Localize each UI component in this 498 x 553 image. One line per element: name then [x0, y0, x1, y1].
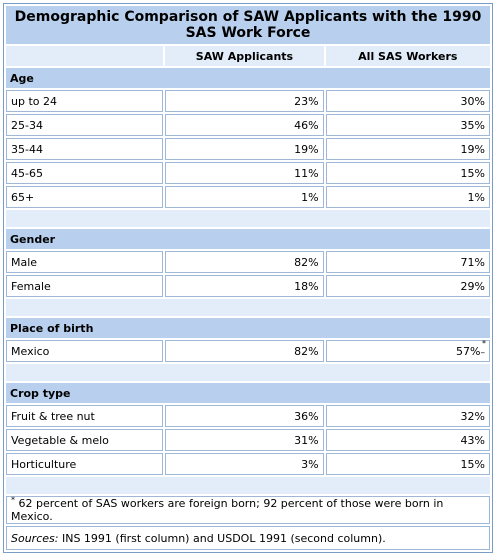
row-label: 25-34 — [6, 114, 164, 136]
demographic-table: Demographic Comparison of SAW Applicants… — [4, 4, 492, 552]
sas-value: 71% — [325, 251, 490, 273]
section-spacer — [6, 364, 490, 381]
saw-value: 82% — [165, 340, 324, 362]
row-label: 65+ — [6, 186, 164, 208]
sas-value: 43% — [325, 429, 490, 451]
row-label: Vegetable & melo — [6, 429, 164, 451]
saw-value: 3% — [165, 453, 324, 475]
sources-row: Sources: INS 1991 (first column) and USD… — [6, 526, 490, 550]
table-row: Male 82% 71% — [6, 251, 490, 273]
row-label: Fruit & tree nut — [6, 405, 164, 427]
section-spacer-cell — [6, 210, 490, 227]
sources-text: INS 1991 (first column) and USDOL 1991 (… — [61, 531, 386, 545]
sas-value: 57% — [456, 344, 481, 358]
table-row: 25-34 46% 35% — [6, 114, 490, 136]
sas-value: 1% — [325, 186, 490, 208]
saw-value: 46% — [165, 114, 324, 136]
section-spacer-cell — [6, 477, 490, 494]
section-header-row: Age — [6, 68, 490, 88]
table-row: Horticulture 3% 15% — [6, 453, 490, 475]
column-header-blank — [6, 46, 164, 66]
saw-value: 82% — [165, 251, 324, 273]
section-heading: Gender — [6, 229, 490, 249]
column-header-sas: All SAS Workers — [325, 46, 490, 66]
saw-value: 11% — [165, 162, 324, 184]
section-spacer-cell — [6, 364, 490, 381]
table-title: Demographic Comparison of SAW Applicants… — [6, 6, 490, 44]
table-row: Fruit & tree nut 36% 32% — [6, 405, 490, 427]
row-label: Female — [6, 275, 164, 297]
row-label: Male — [6, 251, 164, 273]
footnote-text: 62 percent of SAS workers are foreign bo… — [11, 497, 444, 523]
table-body: Demographic Comparison of SAW Applicants… — [6, 6, 490, 550]
section-heading: Place of birth — [6, 318, 490, 338]
demographic-table-frame: Demographic Comparison of SAW Applicants… — [3, 3, 493, 553]
table-row: 45-65 11% 15% — [6, 162, 490, 184]
sas-value-cell: 57%– * — [325, 339, 490, 362]
section-spacer — [6, 477, 490, 494]
section-spacer-cell — [6, 299, 490, 316]
table-row: Vegetable & melo 31% 43% — [6, 429, 490, 451]
saw-value: 31% — [165, 429, 324, 451]
row-label: 45-65 — [6, 162, 164, 184]
row-label: up to 24 — [6, 90, 164, 112]
section-header-row: Place of birth — [6, 318, 490, 338]
table-row: Mexico 82% 57%– * — [6, 339, 490, 362]
table-row: 65+ 1% 1% — [6, 186, 490, 208]
saw-value: 19% — [165, 138, 324, 160]
section-heading: Crop type — [6, 383, 490, 403]
table-row: up to 24 23% 30% — [6, 90, 490, 112]
section-spacer — [6, 299, 490, 316]
section-heading: Age — [6, 68, 490, 88]
footnote-marker: * — [482, 338, 486, 348]
table-row: 35-44 19% 19% — [6, 138, 490, 160]
saw-value: 36% — [165, 405, 324, 427]
sas-value: 32% — [325, 405, 490, 427]
column-header-saw: SAW Applicants — [165, 46, 324, 66]
sas-value: 15% — [325, 453, 490, 475]
sources: Sources: INS 1991 (first column) and USD… — [6, 526, 490, 550]
section-spacer — [6, 210, 490, 227]
section-header-row: Crop type — [6, 383, 490, 403]
footnote-marker: * — [11, 495, 15, 505]
sources-label: Sources: — [11, 531, 59, 545]
table-row: Female 18% 29% — [6, 275, 490, 297]
footnote-dash: – — [480, 347, 486, 358]
sas-value: 30% — [325, 90, 490, 112]
row-label: Horticulture — [6, 453, 164, 475]
sas-value: 19% — [325, 138, 490, 160]
row-label: Mexico — [6, 340, 164, 362]
section-header-row: Gender — [6, 229, 490, 249]
sas-value: 15% — [325, 162, 490, 184]
saw-value: 23% — [165, 90, 324, 112]
row-label: 35-44 — [6, 138, 164, 160]
sas-value: 29% — [325, 275, 490, 297]
sas-value-with-marker: 57%– * — [456, 339, 486, 358]
saw-value: 18% — [165, 275, 324, 297]
sas-value: 35% — [325, 114, 490, 136]
saw-value: 1% — [165, 186, 324, 208]
